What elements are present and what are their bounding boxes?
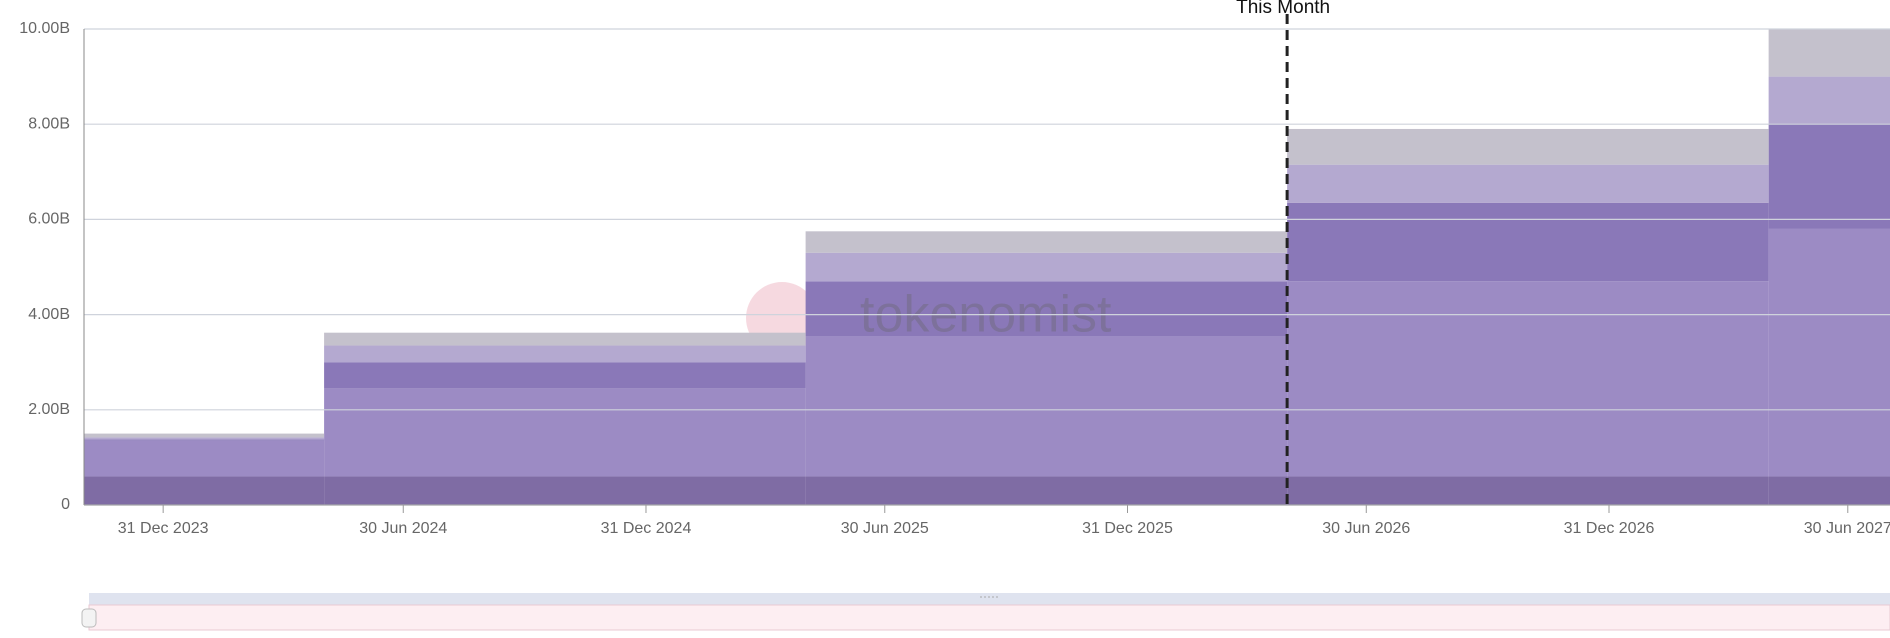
area-segment	[1768, 476, 1890, 505]
x-tick-label: 30 Jun 2027	[1804, 520, 1890, 537]
annotation: This Month	[1236, 0, 1330, 18]
area-segment	[1287, 281, 1769, 477]
x-tick-label: 30 Jun 2025	[841, 520, 929, 537]
area-segment	[805, 231, 1288, 253]
area-segment	[84, 437, 325, 440]
area-segment	[1287, 128, 1769, 165]
x-tick-label: 31 Dec 2025	[1082, 520, 1173, 537]
area-segment	[1287, 202, 1769, 282]
area-segment	[324, 476, 806, 505]
area-segment	[324, 362, 806, 389]
area-segment	[1287, 164, 1769, 203]
area-segment	[84, 440, 325, 477]
area-segment	[84, 433, 325, 438]
area-segment	[84, 476, 325, 505]
area-segment	[1768, 124, 1890, 229]
area-segment	[805, 476, 1288, 505]
area-segment	[324, 332, 806, 346]
area-segment	[805, 281, 1288, 337]
area-segment	[805, 336, 1288, 477]
plot-area: tokenomist02.00B4.00B6.00B8.00B10.00B31 …	[19, 0, 1890, 537]
area-segment	[1768, 228, 1890, 477]
slider-selection[interactable]	[88, 604, 1890, 631]
y-tick-label: 6.00B	[28, 211, 70, 228]
x-tick-label: 30 Jun 2024	[359, 520, 447, 537]
area-segment	[1768, 29, 1890, 77]
range-slider[interactable]	[81, 593, 1890, 631]
area-segment	[1287, 476, 1769, 505]
x-tick-label: 30 Jun 2026	[1322, 520, 1410, 537]
area-segment	[84, 439, 325, 441]
y-tick-label: 10.00B	[19, 20, 70, 37]
slider-track	[89, 593, 1890, 605]
y-tick-label: 8.00B	[28, 115, 70, 132]
y-tick-label: 0	[61, 496, 70, 513]
x-tick-label: 31 Dec 2026	[1564, 520, 1655, 537]
x-tick-label: 31 Dec 2024	[601, 520, 692, 537]
x-tick-label: 31 Dec 2023	[118, 520, 209, 537]
area-segment	[324, 345, 806, 363]
area-segment	[1768, 76, 1890, 125]
y-tick-label: 2.00B	[28, 401, 70, 418]
area-segment	[805, 252, 1288, 282]
slider-handle[interactable]	[81, 608, 97, 628]
area-segment	[324, 388, 806, 477]
y-tick-label: 4.00B	[28, 306, 70, 323]
